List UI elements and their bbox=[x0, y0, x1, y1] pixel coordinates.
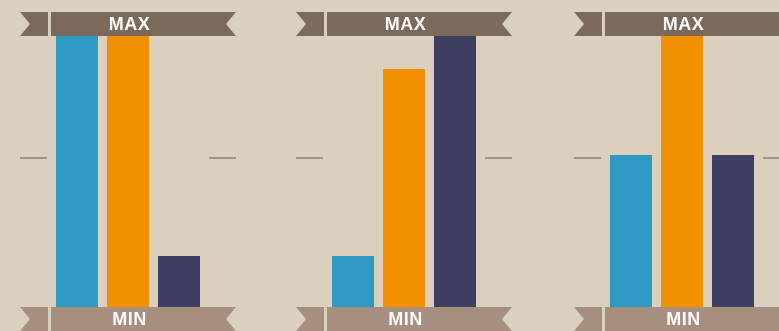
min-ribbon-shape bbox=[296, 307, 512, 331]
midline-tick-right bbox=[485, 157, 512, 159]
bar-series-2 bbox=[661, 36, 703, 307]
min-ribbon: MIN bbox=[20, 307, 236, 331]
max-ribbon-shape bbox=[296, 12, 512, 36]
max-ribbon: MAX bbox=[20, 12, 236, 36]
max-label: MAX bbox=[384, 14, 427, 34]
midline-tick-left bbox=[574, 157, 601, 159]
bar-series-2 bbox=[107, 36, 149, 307]
midline-tick-right bbox=[209, 157, 236, 159]
min-ribbon-shape bbox=[574, 307, 779, 331]
max-ribbon-shape bbox=[574, 12, 779, 36]
bar-series-3 bbox=[712, 155, 754, 307]
min-label: MIN bbox=[666, 309, 701, 329]
max-ribbon-shape bbox=[20, 12, 236, 36]
chart-panel-2: MAX MIN bbox=[296, 0, 516, 331]
bar-series-1 bbox=[332, 256, 374, 307]
max-ribbon: MAX bbox=[296, 12, 512, 36]
max-label: MAX bbox=[662, 14, 705, 34]
bar-series-3 bbox=[158, 256, 200, 307]
bar-series-3 bbox=[434, 36, 476, 307]
min-ribbon: MIN bbox=[296, 307, 512, 331]
min-label: MIN bbox=[112, 309, 147, 329]
midline-tick-left bbox=[296, 157, 323, 159]
midline-tick-right bbox=[763, 157, 779, 159]
min-ribbon-shape bbox=[20, 307, 236, 331]
bar-series-1 bbox=[610, 155, 652, 307]
max-label: MAX bbox=[108, 14, 151, 34]
bar-series-2 bbox=[383, 69, 425, 307]
bar-series-1 bbox=[56, 36, 98, 307]
chart-panel-1: MAX MIN bbox=[20, 0, 240, 331]
max-ribbon: MAX bbox=[574, 12, 779, 36]
min-ribbon: MIN bbox=[574, 307, 779, 331]
chart-panel-3: MAX MIN bbox=[574, 0, 779, 331]
midline-tick-left bbox=[20, 157, 47, 159]
min-label: MIN bbox=[388, 309, 423, 329]
